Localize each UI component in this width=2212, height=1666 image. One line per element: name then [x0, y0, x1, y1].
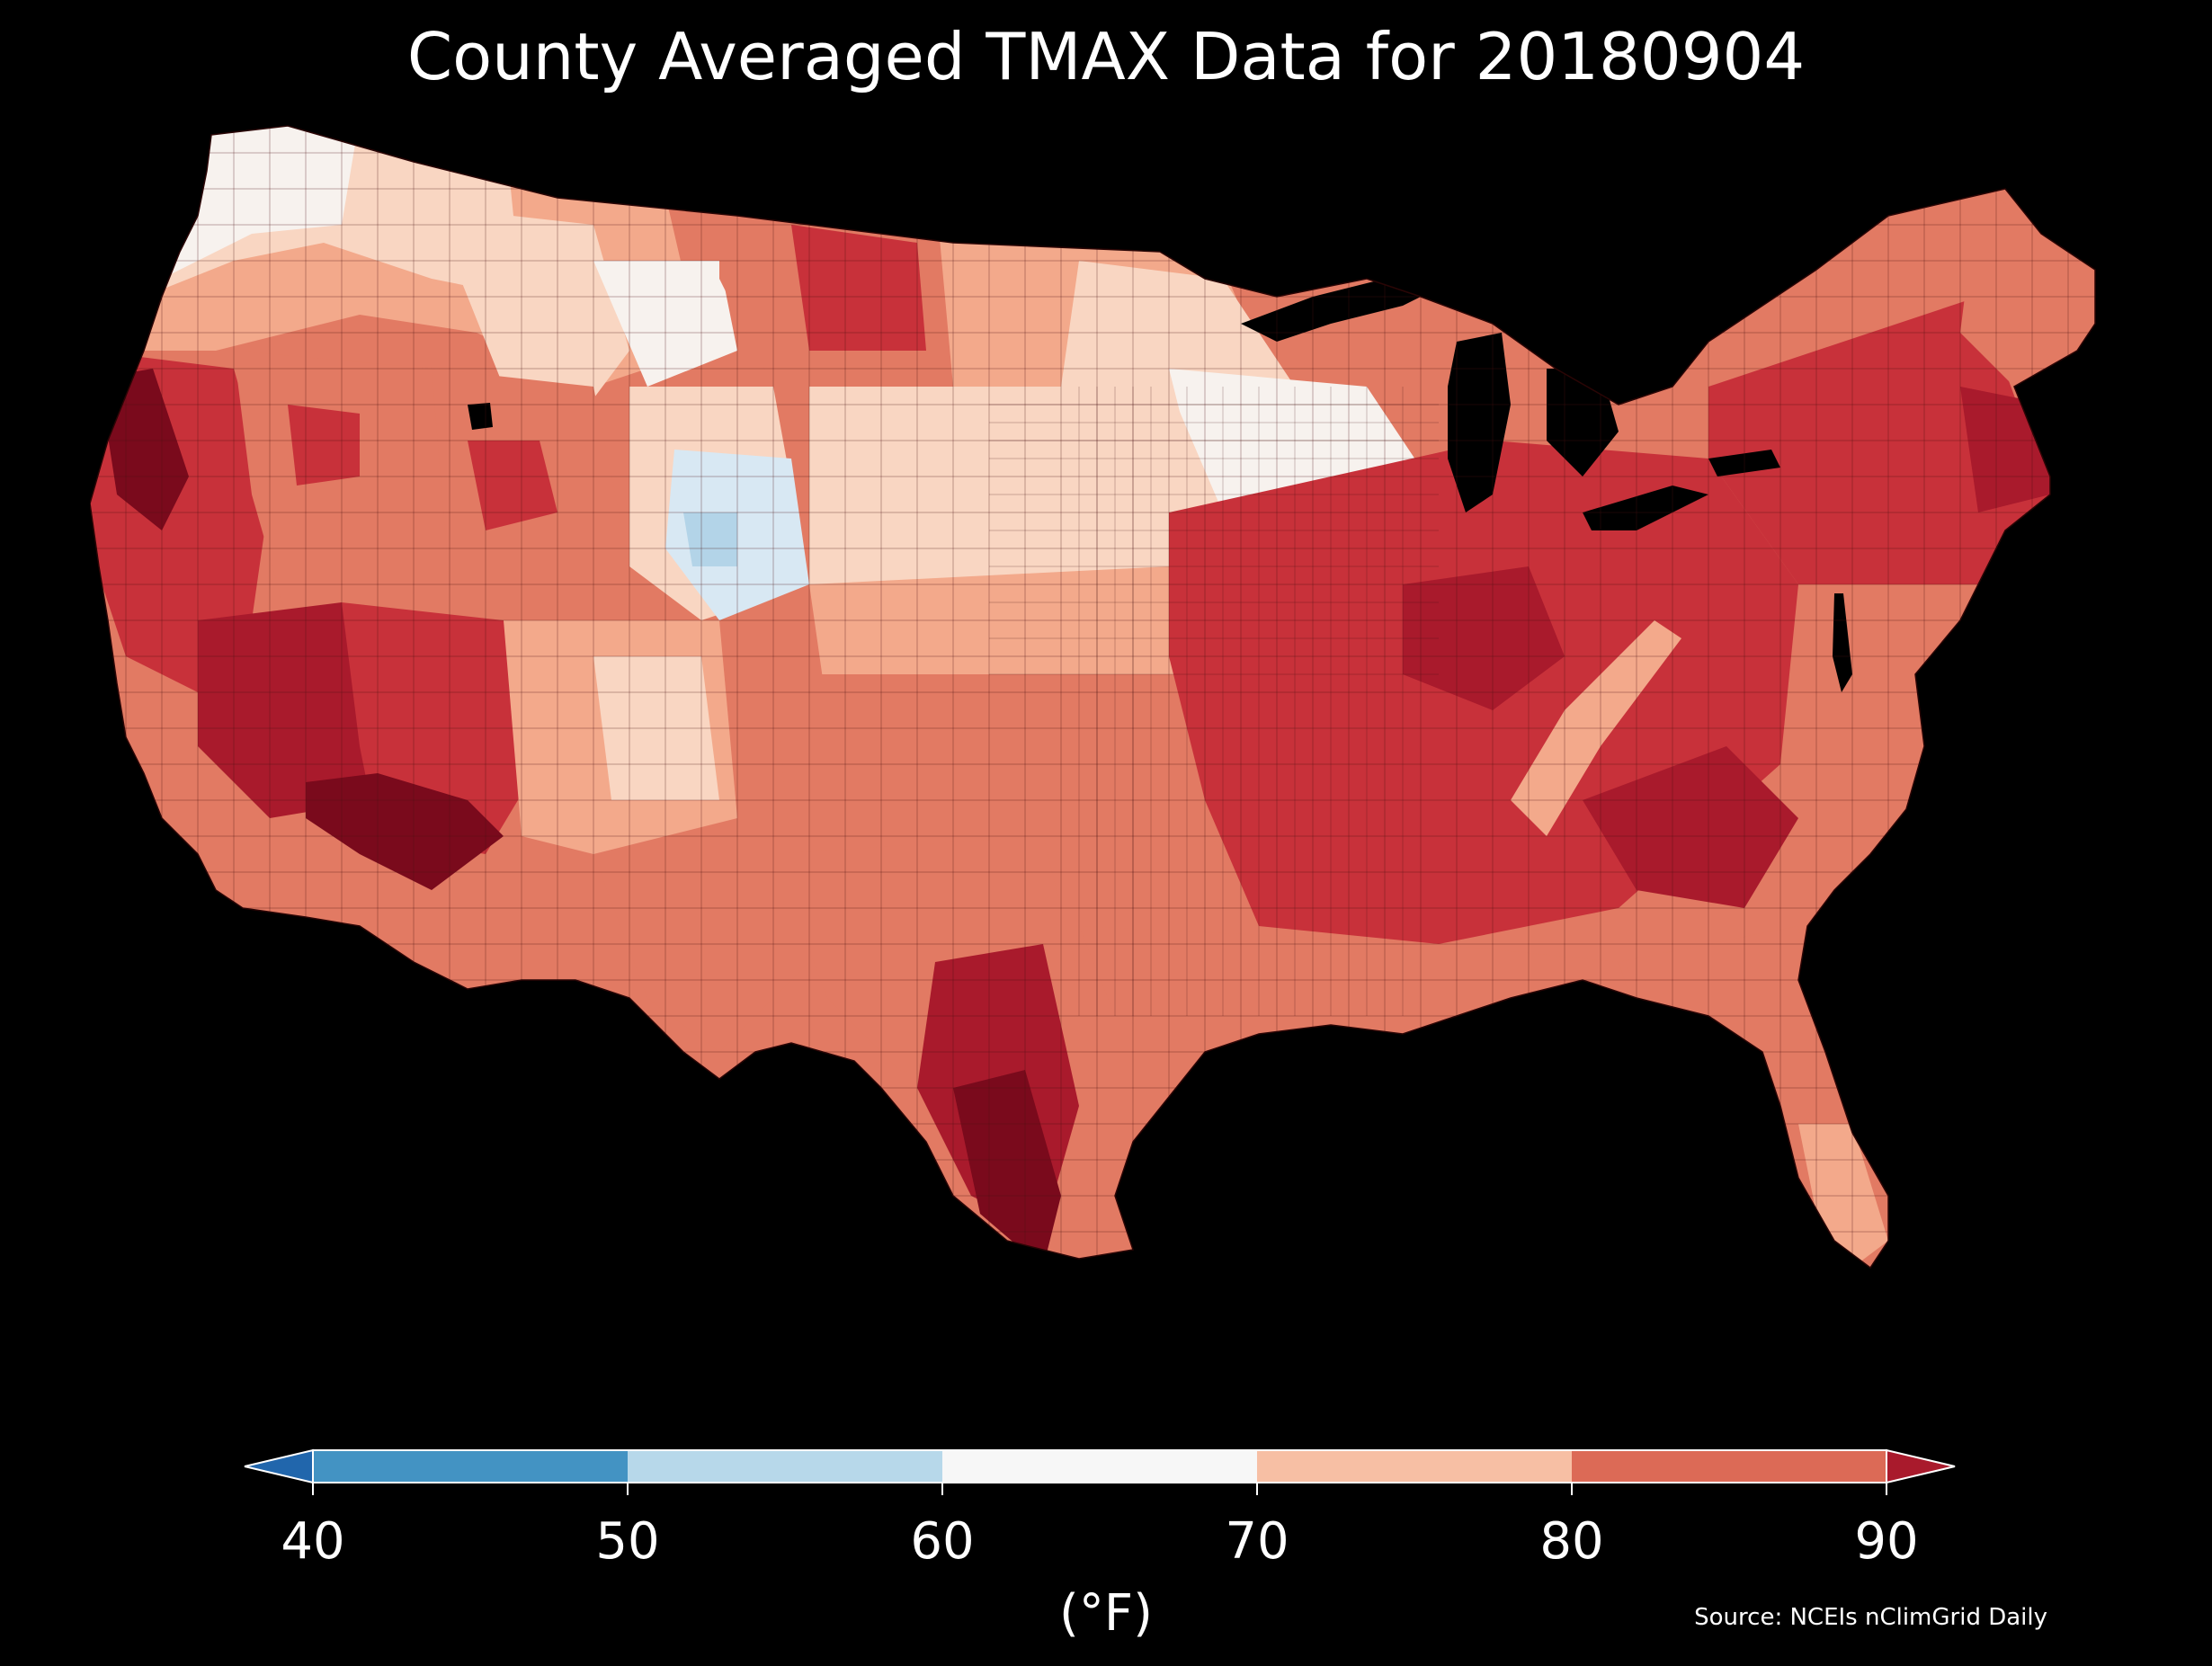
- lake-erie: [1583, 486, 1708, 530]
- region-rio-grande-hottest: [953, 1070, 1061, 1268]
- region-sonoran-hottest: [306, 773, 504, 890]
- region-northeast-hot: [1708, 297, 2050, 584]
- region-south-florida: [1798, 1124, 1888, 1268]
- region-wyoming-neutral: [593, 261, 737, 387]
- region-west-texas: [593, 854, 809, 1052]
- us-county-map: [90, 117, 2140, 1394]
- colorbar-tick-label: 70: [1225, 1512, 1289, 1571]
- lake-superior: [1241, 279, 1439, 342]
- chesapeake-bay: [1833, 593, 1852, 692]
- region-utah-hot: [468, 441, 557, 530]
- colorbar-bin-2: [942, 1450, 1257, 1483]
- colorbar: [244, 1448, 1956, 1495]
- region-nevada-hot: [288, 405, 360, 486]
- colorbar-tick-label: 40: [281, 1512, 345, 1571]
- region-colorado-deep-blue: [683, 512, 737, 566]
- colorbar-label: (°F): [1059, 1584, 1153, 1643]
- colorbar-bin-4: [1572, 1450, 1886, 1483]
- region-oklahoma-texas-panhandle: [773, 674, 1241, 890]
- chart-title: County Averaged TMAX Data for 20180904: [406, 19, 1806, 94]
- colorbar-tick-label: 80: [1539, 1512, 1604, 1571]
- colorbar-under-arrow: [244, 1448, 314, 1484]
- colorbar-tick-label: 90: [1854, 1512, 1919, 1571]
- region-kentucky-core: [1403, 566, 1565, 710]
- region-carolinas-hot: [1583, 746, 1798, 908]
- colorbar-bin-0: [313, 1450, 628, 1483]
- region-appalachian-cool: [1511, 620, 1681, 836]
- great-salt-lake: [468, 403, 493, 430]
- colorbar-tick-label: 50: [595, 1512, 660, 1571]
- lake-michigan: [1448, 333, 1511, 512]
- region-sacramento-hot: [99, 369, 189, 530]
- lake-ontario: [1708, 450, 1780, 477]
- colorbar-tick-label: 60: [910, 1512, 975, 1571]
- colorbar-bin-3: [1257, 1450, 1572, 1483]
- region-nm-cool: [593, 656, 719, 800]
- region-idaho-montana: [432, 207, 629, 423]
- region-washington-coast: [162, 126, 360, 279]
- source-credit: Source: NCEIs nClimGrid Daily: [1694, 1604, 2047, 1631]
- colorbar-frame: [312, 1449, 1887, 1483]
- lake-huron: [1547, 369, 1619, 477]
- colorbar-bin-1: [628, 1450, 942, 1483]
- region-dakota-hot: [791, 225, 926, 351]
- us-outline: [90, 125, 2096, 1270]
- colorbar-over-arrow: [1886, 1448, 1956, 1484]
